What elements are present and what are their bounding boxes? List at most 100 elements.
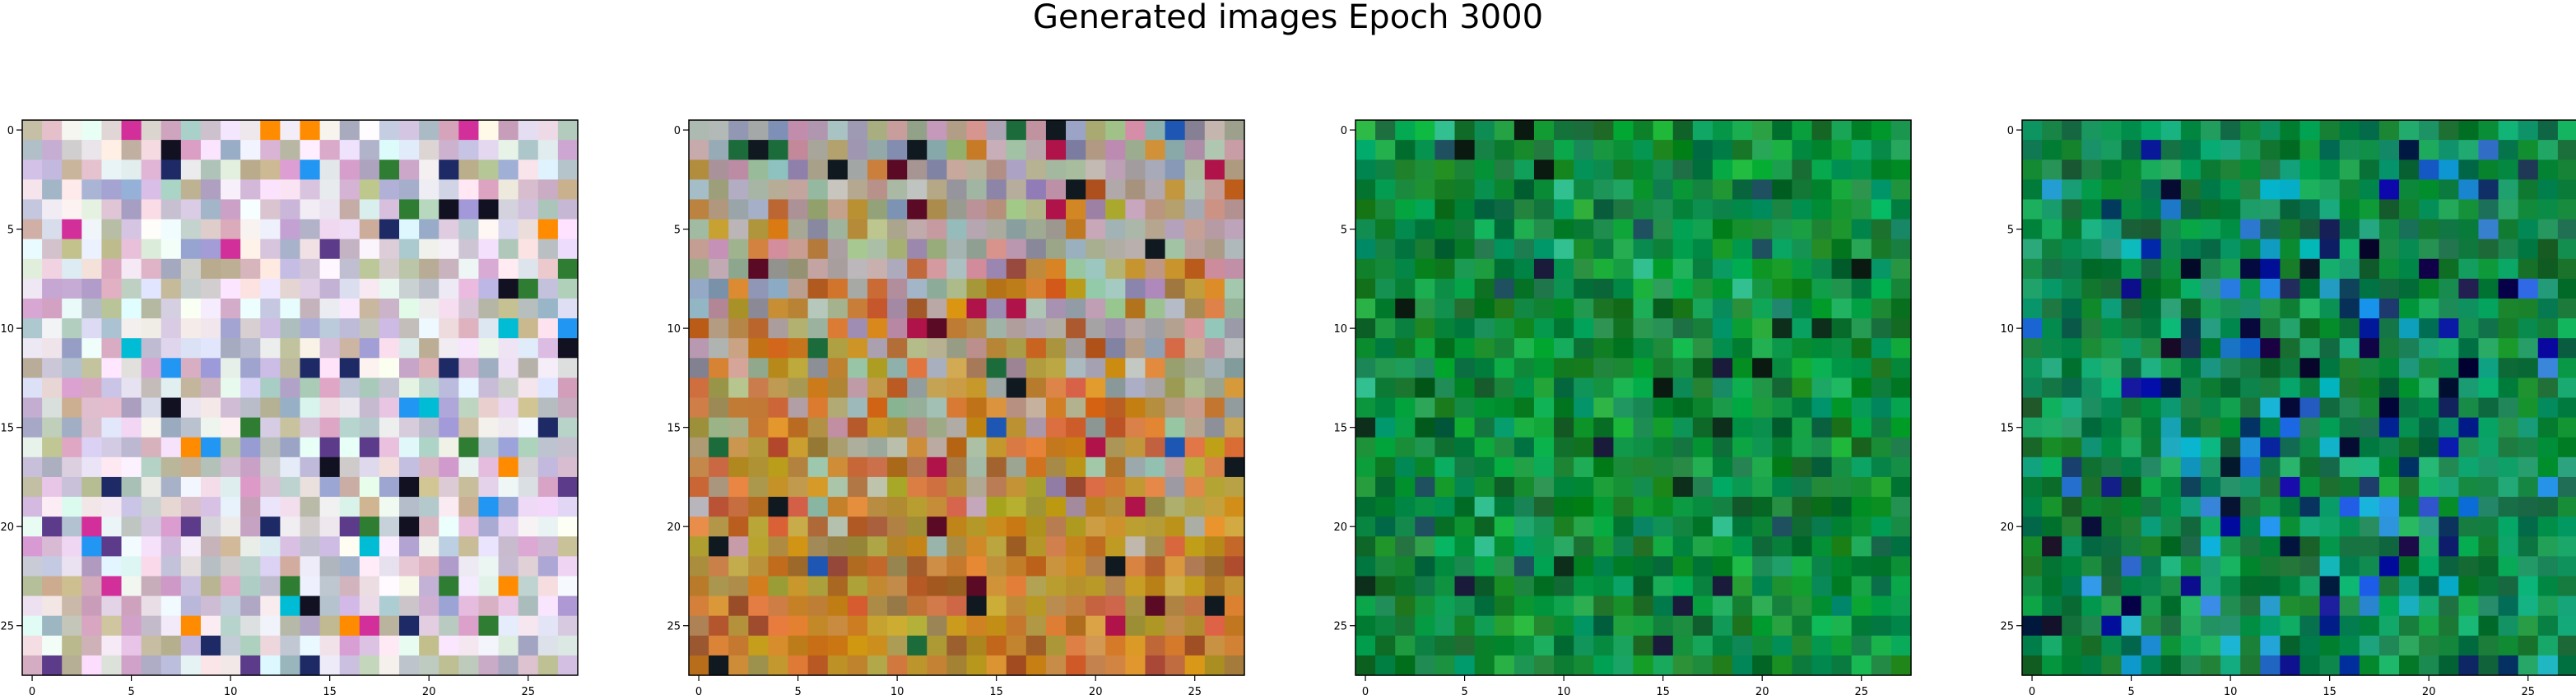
pixel-cell (538, 338, 559, 359)
pixel-cell (848, 616, 868, 637)
pixel-cell (2360, 536, 2380, 557)
pixel-cell (967, 279, 988, 299)
pixel-cell (1732, 239, 1753, 260)
pixel-cell (2379, 398, 2400, 419)
pixel-cell (1891, 160, 1912, 180)
pixel-cell (2360, 636, 2380, 656)
pixel-cell (2161, 556, 2182, 577)
pixel-cell (419, 596, 439, 617)
pixel-cell (42, 656, 63, 676)
pixel-cell (2320, 656, 2341, 676)
pixel-cell (1185, 477, 1206, 498)
pixel-cell (2042, 398, 2062, 419)
y-tick-label: 5 (674, 225, 681, 237)
pixel-cell (1395, 179, 1416, 200)
pixel-cell (689, 199, 709, 220)
pixel-cell (558, 279, 579, 299)
pixel-cell (1185, 299, 1206, 319)
pixel-cell (927, 279, 947, 299)
pixel-cell (2181, 398, 2202, 419)
pixel-cell (867, 477, 888, 498)
pixel-cell (360, 318, 380, 339)
pixel-cell (907, 259, 928, 280)
pixel-cell (379, 299, 400, 319)
pixel-cell (2101, 279, 2122, 299)
pixel-cell (478, 378, 499, 398)
pixel-cell (439, 438, 459, 458)
pixel-cell (2300, 636, 2321, 656)
pixel-cell (1653, 358, 1674, 378)
pixel-cell (887, 477, 908, 498)
pixel-cell (181, 318, 202, 339)
pixel-cell (2161, 318, 2182, 339)
pixel-cell (478, 160, 499, 180)
pixel-cell (1495, 636, 1515, 656)
pixel-cell (1872, 179, 1892, 200)
pixel-cell (2458, 299, 2479, 319)
pixel-cell (122, 616, 142, 637)
pixel-cell (1086, 179, 1106, 200)
pixel-cell (181, 279, 202, 299)
pixel-cell (478, 457, 499, 478)
pixel-cell (1145, 556, 1165, 577)
pixel-cell (2320, 616, 2341, 637)
pixel-cell (201, 656, 221, 676)
pixel-cell (1792, 596, 1812, 617)
pixel-cell (2360, 220, 2380, 240)
pixel-cell (1395, 457, 1416, 478)
pixel-cell (1434, 179, 1455, 200)
pixel-cell (1007, 497, 1027, 517)
pixel-cell (748, 378, 769, 398)
pixel-cell (887, 517, 908, 537)
pixel-cell (161, 140, 182, 160)
pixel-cell (22, 636, 43, 656)
pixel-cell (379, 438, 400, 458)
pixel-cell (340, 556, 360, 577)
pixel-cell (1355, 418, 1376, 438)
pixel-cell (689, 556, 709, 577)
pixel-cell (2300, 378, 2321, 398)
pixel-cell (1891, 517, 1912, 537)
pixel-cell (1026, 517, 1047, 537)
pixel-cell (2181, 517, 2202, 537)
pixel-cell (2240, 438, 2261, 458)
pixel-cell (1653, 457, 1674, 478)
pixel-cell (2240, 259, 2261, 280)
pixel-cell (439, 418, 459, 438)
pixel-cell (1415, 517, 1435, 537)
pixel-cell (2478, 160, 2499, 180)
pixel-cell (2360, 358, 2380, 378)
pixel-cell (1653, 596, 1674, 617)
pixel-cell (1066, 457, 1086, 478)
pixel-cell (1046, 120, 1067, 141)
pixel-cell (142, 398, 162, 419)
pixel-cell (987, 517, 1007, 537)
pixel-cell (1145, 239, 1165, 260)
pixel-cell (2478, 358, 2499, 378)
pixel-cell (2042, 338, 2062, 359)
pixel-cell (1732, 160, 1753, 180)
pixel-cell (340, 636, 360, 656)
pixel-cell (1007, 656, 1027, 676)
pixel-cell (808, 160, 829, 180)
pixel-cell (2220, 120, 2241, 141)
pixel-cell (1026, 318, 1047, 339)
pixel-cell (689, 279, 709, 299)
pixel-cell (2538, 536, 2559, 557)
pixel-cell (1891, 120, 1912, 141)
pixel-cell (280, 457, 300, 478)
pixel-cell (458, 398, 479, 419)
pixel-cell (1007, 596, 1027, 617)
pixel-cell (689, 576, 709, 596)
pixel-cell (2399, 199, 2420, 220)
pixel-cell (81, 378, 102, 398)
pixel-cell (2181, 596, 2202, 617)
pixel-cell (2062, 656, 2082, 676)
pixel-cell (181, 378, 202, 398)
pixel-cell (808, 299, 829, 319)
pixel-cell (2181, 199, 2202, 220)
pixel-cell (518, 636, 539, 656)
pixel-cell (2260, 576, 2281, 596)
pixel-cell (1634, 140, 1654, 160)
pixel-cell (558, 338, 579, 359)
